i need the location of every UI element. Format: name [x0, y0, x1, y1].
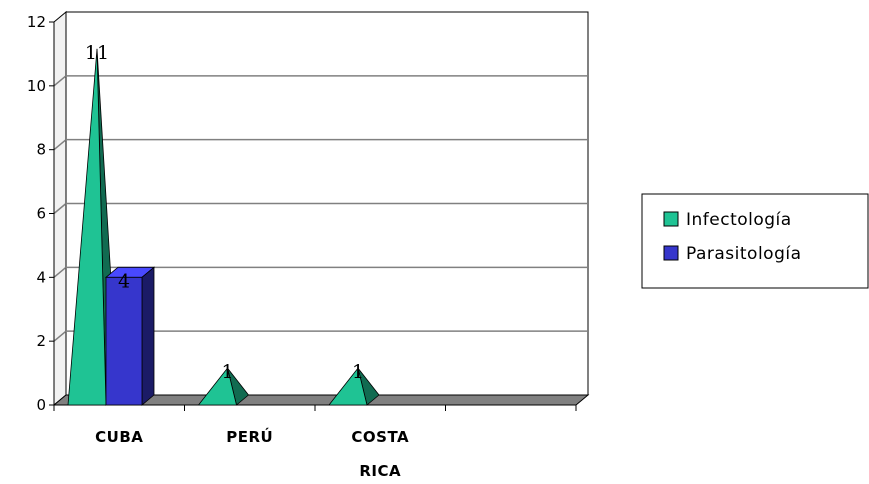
bar-parasitologia: [106, 277, 142, 405]
data-label: 4: [118, 270, 130, 292]
y-tick-label: 12: [27, 13, 46, 31]
y-tick-label: 2: [36, 332, 46, 350]
bar-parasitologia-side: [142, 267, 154, 405]
y-tick-label: 8: [36, 141, 46, 159]
legend-swatch: [664, 246, 678, 260]
data-label: 1: [352, 361, 364, 383]
legend-label: Infectología: [686, 210, 792, 230]
x-category-label: PERÚ: [226, 427, 273, 446]
y-tick-label: 0: [36, 396, 46, 414]
legend-label: Parasitología: [686, 244, 802, 264]
y-tick-label: 10: [27, 77, 46, 95]
x-category-label: COSTA: [351, 428, 409, 446]
legend-swatch: [664, 212, 678, 226]
y-tick-label: 6: [36, 205, 46, 223]
x-category-label: CUBA: [95, 428, 143, 446]
y-tick-label: 4: [36, 268, 46, 286]
legend-box: [642, 194, 868, 288]
data-label: 1: [221, 361, 233, 383]
data-label: 11: [85, 42, 109, 64]
x-category-label: RICA: [359, 462, 401, 480]
